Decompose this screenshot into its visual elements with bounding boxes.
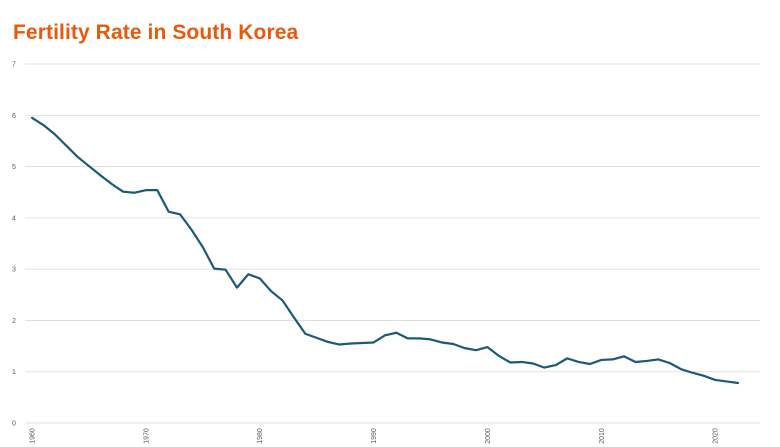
x-tick-label: 1960 (30, 428, 37, 444)
series-layer (30, 116, 740, 385)
y-tick-label: 5 (12, 164, 16, 171)
y-tick-label: 2 (12, 318, 16, 325)
y-axis-tick-labels: 0 1 2 3 4 5 6 7 (12, 62, 16, 428)
x-axis-tick-labels: 1960 1970 1980 1990 2000 2010 2020 (30, 428, 720, 444)
gridlines (25, 63, 760, 424)
x-tick-label: 2010 (599, 428, 606, 444)
x-tick-label: 2000 (485, 428, 492, 444)
chart-title: Fertility Rate in South Korea (13, 21, 299, 44)
x-tick-label: 2020 (713, 428, 720, 444)
series-line (30, 116, 740, 385)
y-tick-label: 4 (12, 215, 16, 222)
x-tick-label: 1970 (143, 428, 150, 444)
y-tick-label: 3 (12, 267, 16, 274)
x-tick-label: 1990 (371, 428, 378, 444)
y-tick-label: 7 (12, 62, 16, 69)
x-tick-label: 1980 (257, 428, 264, 444)
y-tick-label: 0 (12, 421, 16, 428)
y-tick-label: 1 (12, 369, 16, 376)
y-tick-label: 6 (12, 113, 16, 120)
